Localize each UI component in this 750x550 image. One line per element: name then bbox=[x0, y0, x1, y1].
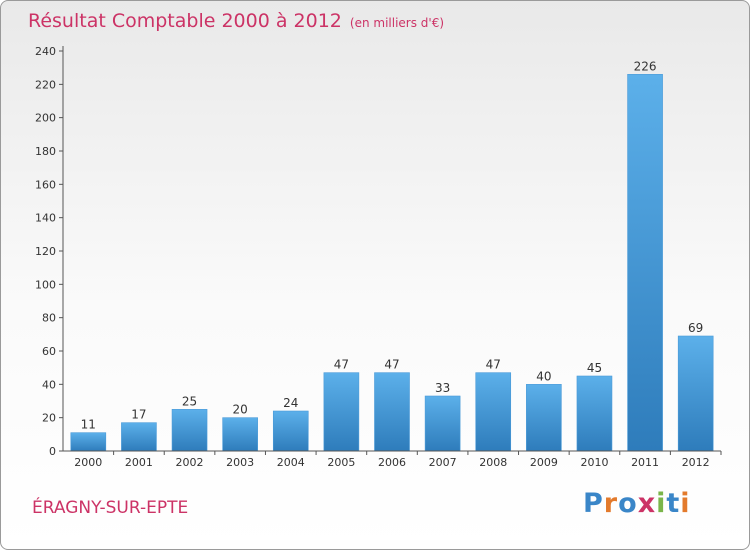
x-tick-label: 2000 bbox=[74, 456, 102, 469]
bar-value-label: 25 bbox=[182, 394, 197, 408]
y-tick-label: 220 bbox=[35, 78, 56, 91]
y-tick-label: 240 bbox=[35, 45, 56, 58]
bar bbox=[374, 372, 410, 452]
bar bbox=[171, 409, 208, 452]
bar bbox=[121, 422, 157, 452]
logo-letter: t bbox=[666, 488, 681, 519]
x-tick-label: 2006 bbox=[378, 456, 406, 469]
chart-subtitle: (en milliers d'€) bbox=[349, 16, 445, 30]
title-text: Résultat Comptable 2000 à 2012 bbox=[28, 10, 342, 32]
bar bbox=[222, 417, 258, 452]
x-tick-label: 2011 bbox=[631, 456, 659, 469]
bar bbox=[526, 384, 562, 452]
x-tick-label: 2007 bbox=[429, 456, 457, 469]
bar-value-label: 24 bbox=[283, 396, 298, 410]
bar-value-label: 33 bbox=[435, 381, 450, 395]
y-tick-label: 0 bbox=[49, 445, 56, 458]
x-tick-label: 2001 bbox=[125, 456, 153, 469]
y-tick-label: 120 bbox=[35, 245, 56, 258]
logo-letter: i bbox=[680, 488, 691, 519]
y-tick-label: 80 bbox=[42, 312, 56, 325]
logo-letter: P bbox=[583, 488, 604, 519]
x-tick-label: 2010 bbox=[580, 456, 608, 469]
y-tick-label: 60 bbox=[42, 345, 56, 358]
x-tick-label: 2002 bbox=[176, 456, 204, 469]
bar-value-label: 40 bbox=[536, 369, 551, 383]
y-tick-label: 160 bbox=[35, 178, 56, 191]
y-tick-label: 20 bbox=[42, 412, 56, 425]
bar bbox=[627, 74, 663, 452]
bar-value-label: 47 bbox=[384, 358, 399, 372]
x-tick-label: 2004 bbox=[277, 456, 305, 469]
x-tick-label: 2005 bbox=[327, 456, 355, 469]
bar-value-label: 17 bbox=[131, 408, 146, 422]
bar-value-label: 20 bbox=[233, 403, 248, 417]
y-tick-label: 200 bbox=[35, 112, 56, 125]
town-name: ÉRAGNY-SUR-EPTE bbox=[32, 498, 189, 518]
y-tick-label: 180 bbox=[35, 145, 56, 158]
chart-title: Résultat Comptable 2000 à 2012 (en millie… bbox=[28, 10, 444, 32]
bar-value-label: 47 bbox=[486, 358, 501, 372]
y-tick-label: 40 bbox=[42, 378, 56, 391]
logo-letter: i bbox=[656, 488, 667, 519]
bar bbox=[272, 410, 309, 452]
bar bbox=[70, 432, 107, 452]
proxiti-logo: Proxiti bbox=[583, 488, 691, 519]
x-tick-label: 2003 bbox=[226, 456, 254, 469]
bar-value-label: 69 bbox=[688, 321, 703, 335]
x-tick-label: 2009 bbox=[530, 456, 558, 469]
bar bbox=[424, 395, 461, 452]
x-tick-label: 2008 bbox=[479, 456, 507, 469]
logo-letter: r bbox=[603, 488, 619, 519]
bar bbox=[475, 372, 512, 452]
y-tick-label: 100 bbox=[35, 278, 56, 291]
bar-value-label: 11 bbox=[81, 418, 96, 432]
x-tick-label: 2012 bbox=[682, 456, 710, 469]
bar-value-label: 45 bbox=[587, 361, 602, 375]
bar-value-label: 226 bbox=[634, 59, 657, 73]
bar bbox=[677, 335, 714, 452]
bars-group: 11 17 25 20 24 47 47 33 47 40 45 226 69 bbox=[70, 59, 714, 452]
bar bbox=[576, 375, 613, 452]
logo-letter: x bbox=[637, 488, 657, 519]
logo-letter: o bbox=[618, 488, 638, 519]
bar bbox=[323, 372, 360, 452]
bar-value-label: 47 bbox=[334, 358, 349, 372]
y-tick-label: 140 bbox=[35, 212, 56, 225]
